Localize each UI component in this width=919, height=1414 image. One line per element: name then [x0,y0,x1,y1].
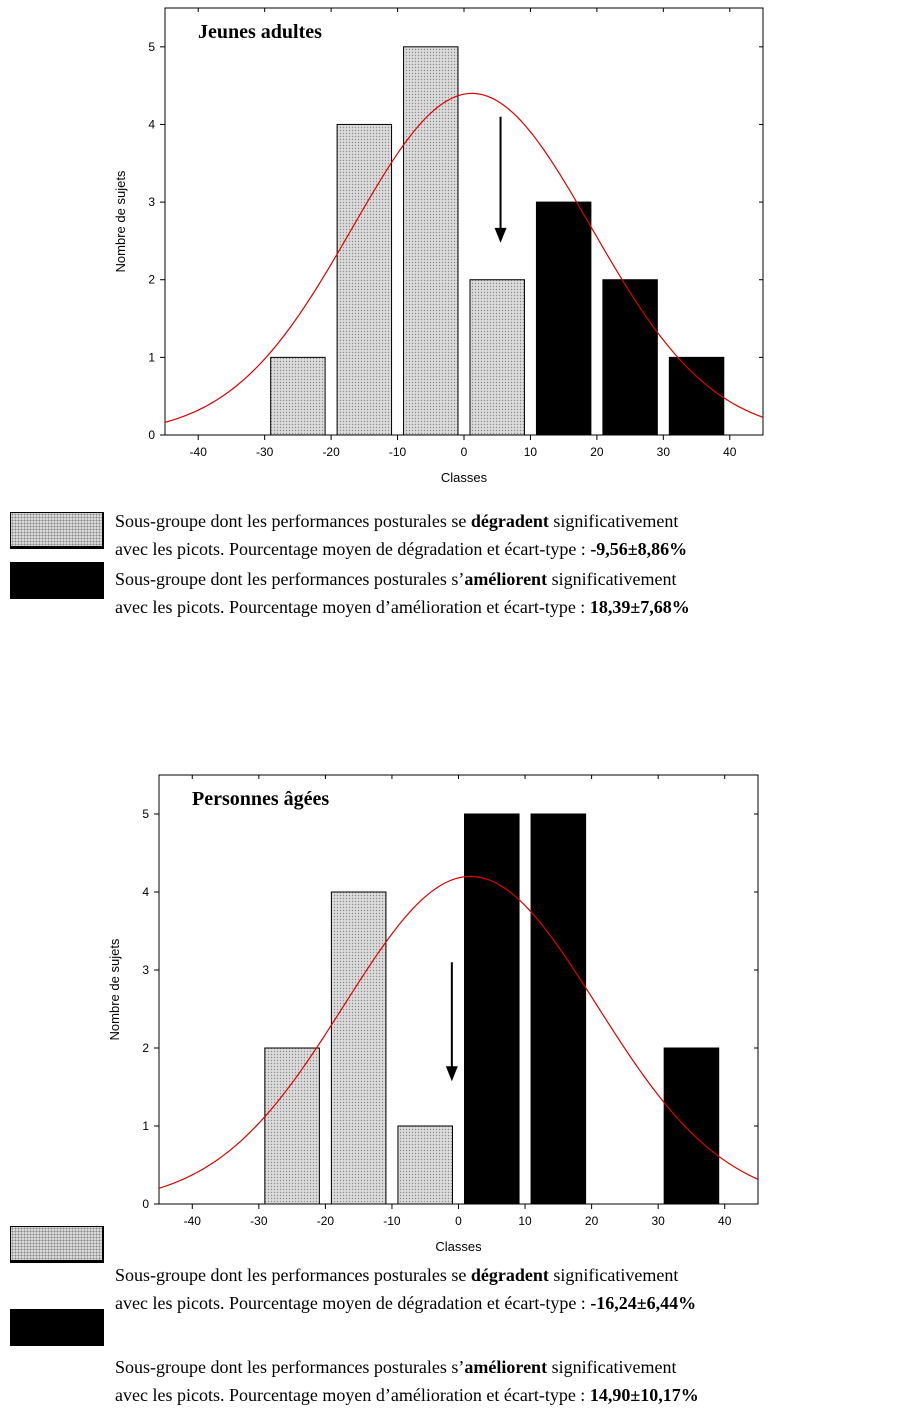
x-axis-label: Classes [441,470,488,485]
bar-ameliore-6 [668,356,725,436]
x-tick-label: -40 [190,445,208,459]
y-tick-label: 4 [142,885,149,899]
x-tick-label: 30 [651,1214,665,1228]
y-tick-label: 4 [148,117,155,131]
legend-text: significativement [548,511,679,531]
legend-value: 14,90±10,17% [589,1385,699,1405]
x-tick-label: -10 [389,445,407,459]
plot-frame [164,7,764,436]
y-axis-label: Nombre de sujets [107,938,122,1040]
legend-value: -9,56±8,86% [590,539,688,559]
arrow-head [494,227,507,243]
x-tick-label: 0 [461,445,468,459]
x-tick-label: 10 [524,445,538,459]
normal-curve [158,875,759,1189]
x-tick-label: 10 [518,1214,532,1228]
normal-curve [164,92,764,423]
chart-title: Personnes âgées [192,788,329,810]
bar-degrade-1 [264,1047,320,1205]
x-tick-label: -30 [256,445,274,459]
y-axis-label: Nombre de sujets [113,170,128,272]
legend-ameliore-1: Sous-groupe dont les performances postur… [115,565,915,621]
legend-ameliore-2: Sous-groupe dont les performances postur… [115,1353,915,1409]
legend-bold: améliorent [464,569,548,589]
x-tick-label: -20 [317,1214,335,1228]
bar-degrade-2 [403,46,459,436]
legend-value: 18,39±7,68% [589,597,690,617]
legend-text: significativement [547,1357,677,1377]
y-tick-label: 3 [148,195,155,209]
bar-ameliore-5 [602,279,658,436]
y-tick-label: 0 [148,428,155,442]
legend-swatch-ameliore-1 [10,562,104,599]
y-tick-label: 3 [142,963,149,977]
x-tick-label: 40 [723,445,737,459]
arrow-head [445,1066,458,1082]
bar-ameliore-7 [663,1047,720,1205]
bar-ameliore-4 [464,813,520,1205]
legend-text: avec les picots. Pourcentage moyen d’amé… [115,1385,590,1405]
bar-ameliore-4 [535,201,592,436]
legend-degrade-2: Sous-groupe dont les performances postur… [115,1261,915,1317]
legend-text: Sous-groupe dont les performances postur… [115,1265,471,1285]
x-tick-label: 0 [455,1214,462,1228]
x-tick-label: 20 [590,445,604,459]
x-tick-label: 40 [718,1214,732,1228]
y-tick-label: 0 [142,1197,149,1211]
chart-1: -40 -30 -20 -10 0 10 20 30 40 0 1 2 3 4 5 Classes Nombre… [113,7,764,485]
legend-value: -16,24±6,44% [590,1293,697,1313]
bar-degrade-3 [397,1125,454,1205]
bar-degrade-2 [330,891,387,1205]
legend-bold: dégradent [470,1265,549,1285]
bar-degrade-3 [469,279,525,436]
y-tick-label: 1 [142,1119,149,1133]
bar-degrade-0 [270,356,326,436]
bar-degrade-1 [336,123,393,436]
bar-ameliore-5 [530,813,587,1205]
x-tick-label: 30 [657,445,671,459]
x-tick-label: 20 [585,1214,599,1228]
y-tick-label: 2 [148,273,155,287]
y-tick-label: 5 [142,807,149,821]
legend-text: avec les picots. Pourcentage moyen d’amé… [115,597,590,617]
legend-swatch-degrade-1 [10,512,104,549]
legend-text: avec les picots. Pourcentage moyen de dé… [115,1293,591,1313]
y-tick-label: 5 [148,40,155,54]
x-tick-label: -10 [383,1214,401,1228]
legend-text: Sous-groupe dont les performances postur… [115,511,471,531]
x-tick-label: -30 [250,1214,268,1228]
x-tick-label: -20 [322,445,340,459]
legend-text: Sous-groupe dont les performances postur… [115,569,465,589]
chart-title: Jeunes adultes [198,21,322,43]
legend-swatch-ameliore-2 [10,1309,104,1346]
plot-frame [158,774,759,1205]
legend-bold: améliorent [464,1357,548,1377]
x-tick-label: -40 [184,1214,202,1228]
y-tick-label: 1 [148,350,155,364]
chart-2: -40 -30 -20 -10 0 10 20 30 40 0 1 2 3 4 5 Classes Nombre… [107,774,759,1254]
x-axis-label: Classes [435,1239,482,1254]
legend-degrade-1: Sous-groupe dont les performances postur… [115,507,915,563]
legend-text: Sous-groupe dont les performances postur… [115,1357,465,1377]
legend-text: avec les picots. Pourcentage moyen de dé… [115,539,591,559]
legend-swatch-degrade-2 [10,1226,104,1263]
legend-bold: dégradent [470,511,549,531]
legend-text: significativement [547,569,677,589]
legend-text: significativement [548,1265,679,1285]
y-tick-label: 2 [142,1041,149,1055]
